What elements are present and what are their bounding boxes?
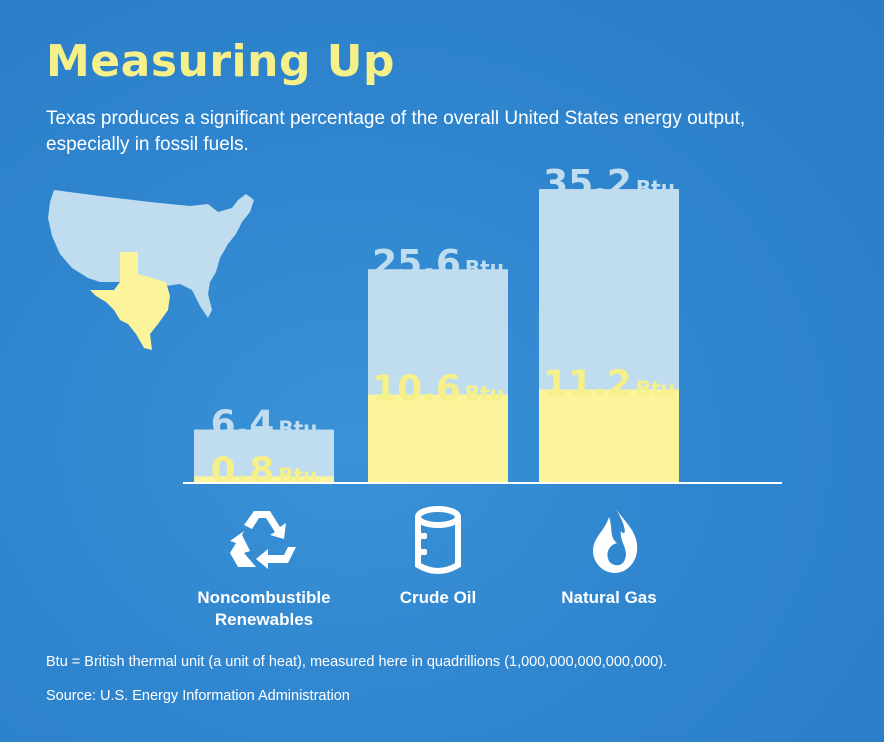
gas-flame-icon	[593, 507, 638, 573]
source-note: Source: U.S. Energy Information Administ…	[46, 688, 350, 704]
us-map-shape	[48, 190, 254, 318]
us-map-texas-highlight	[48, 190, 254, 350]
value-label-us-total-natural-gas: 35.2 Btu	[543, 163, 675, 204]
category-label-line: Crude Oil	[399, 588, 477, 607]
page-title: Measuring Up	[46, 36, 395, 87]
bar-texas-crude-oil	[368, 394, 508, 483]
page-subtitle: Texas produces a significant percentage …	[46, 108, 746, 155]
value-label-texas-natural-gas: 11.2 Btu	[543, 363, 675, 404]
category-label-renewables: Noncombustible Renewables	[174, 587, 354, 631]
category-label-line: Natural Gas	[561, 588, 657, 607]
bar-us-total-renewables	[194, 429, 334, 483]
category-label-crude-oil: Crude Oil	[348, 587, 528, 609]
category-label-line: Noncombustible	[197, 588, 331, 607]
value-label-us-total-crude-oil: 25.6 Btu	[372, 243, 504, 284]
value-label-texas-crude-oil: 10.6 Btu	[372, 368, 504, 409]
value-label-us-total-renewables: 6.4 Btu	[211, 404, 318, 445]
category-label-natural-gas: Natural Gas	[519, 587, 699, 609]
oil-barrel-icon	[415, 506, 461, 574]
texas-shape	[90, 252, 170, 350]
footnote: Btu = British thermal unit (a unit of he…	[46, 654, 668, 670]
bar-texas-natural-gas	[539, 389, 679, 483]
bar-texas-renewables	[194, 476, 334, 483]
category-label-line: Renewables	[214, 610, 314, 629]
recycle-icon	[230, 511, 296, 569]
